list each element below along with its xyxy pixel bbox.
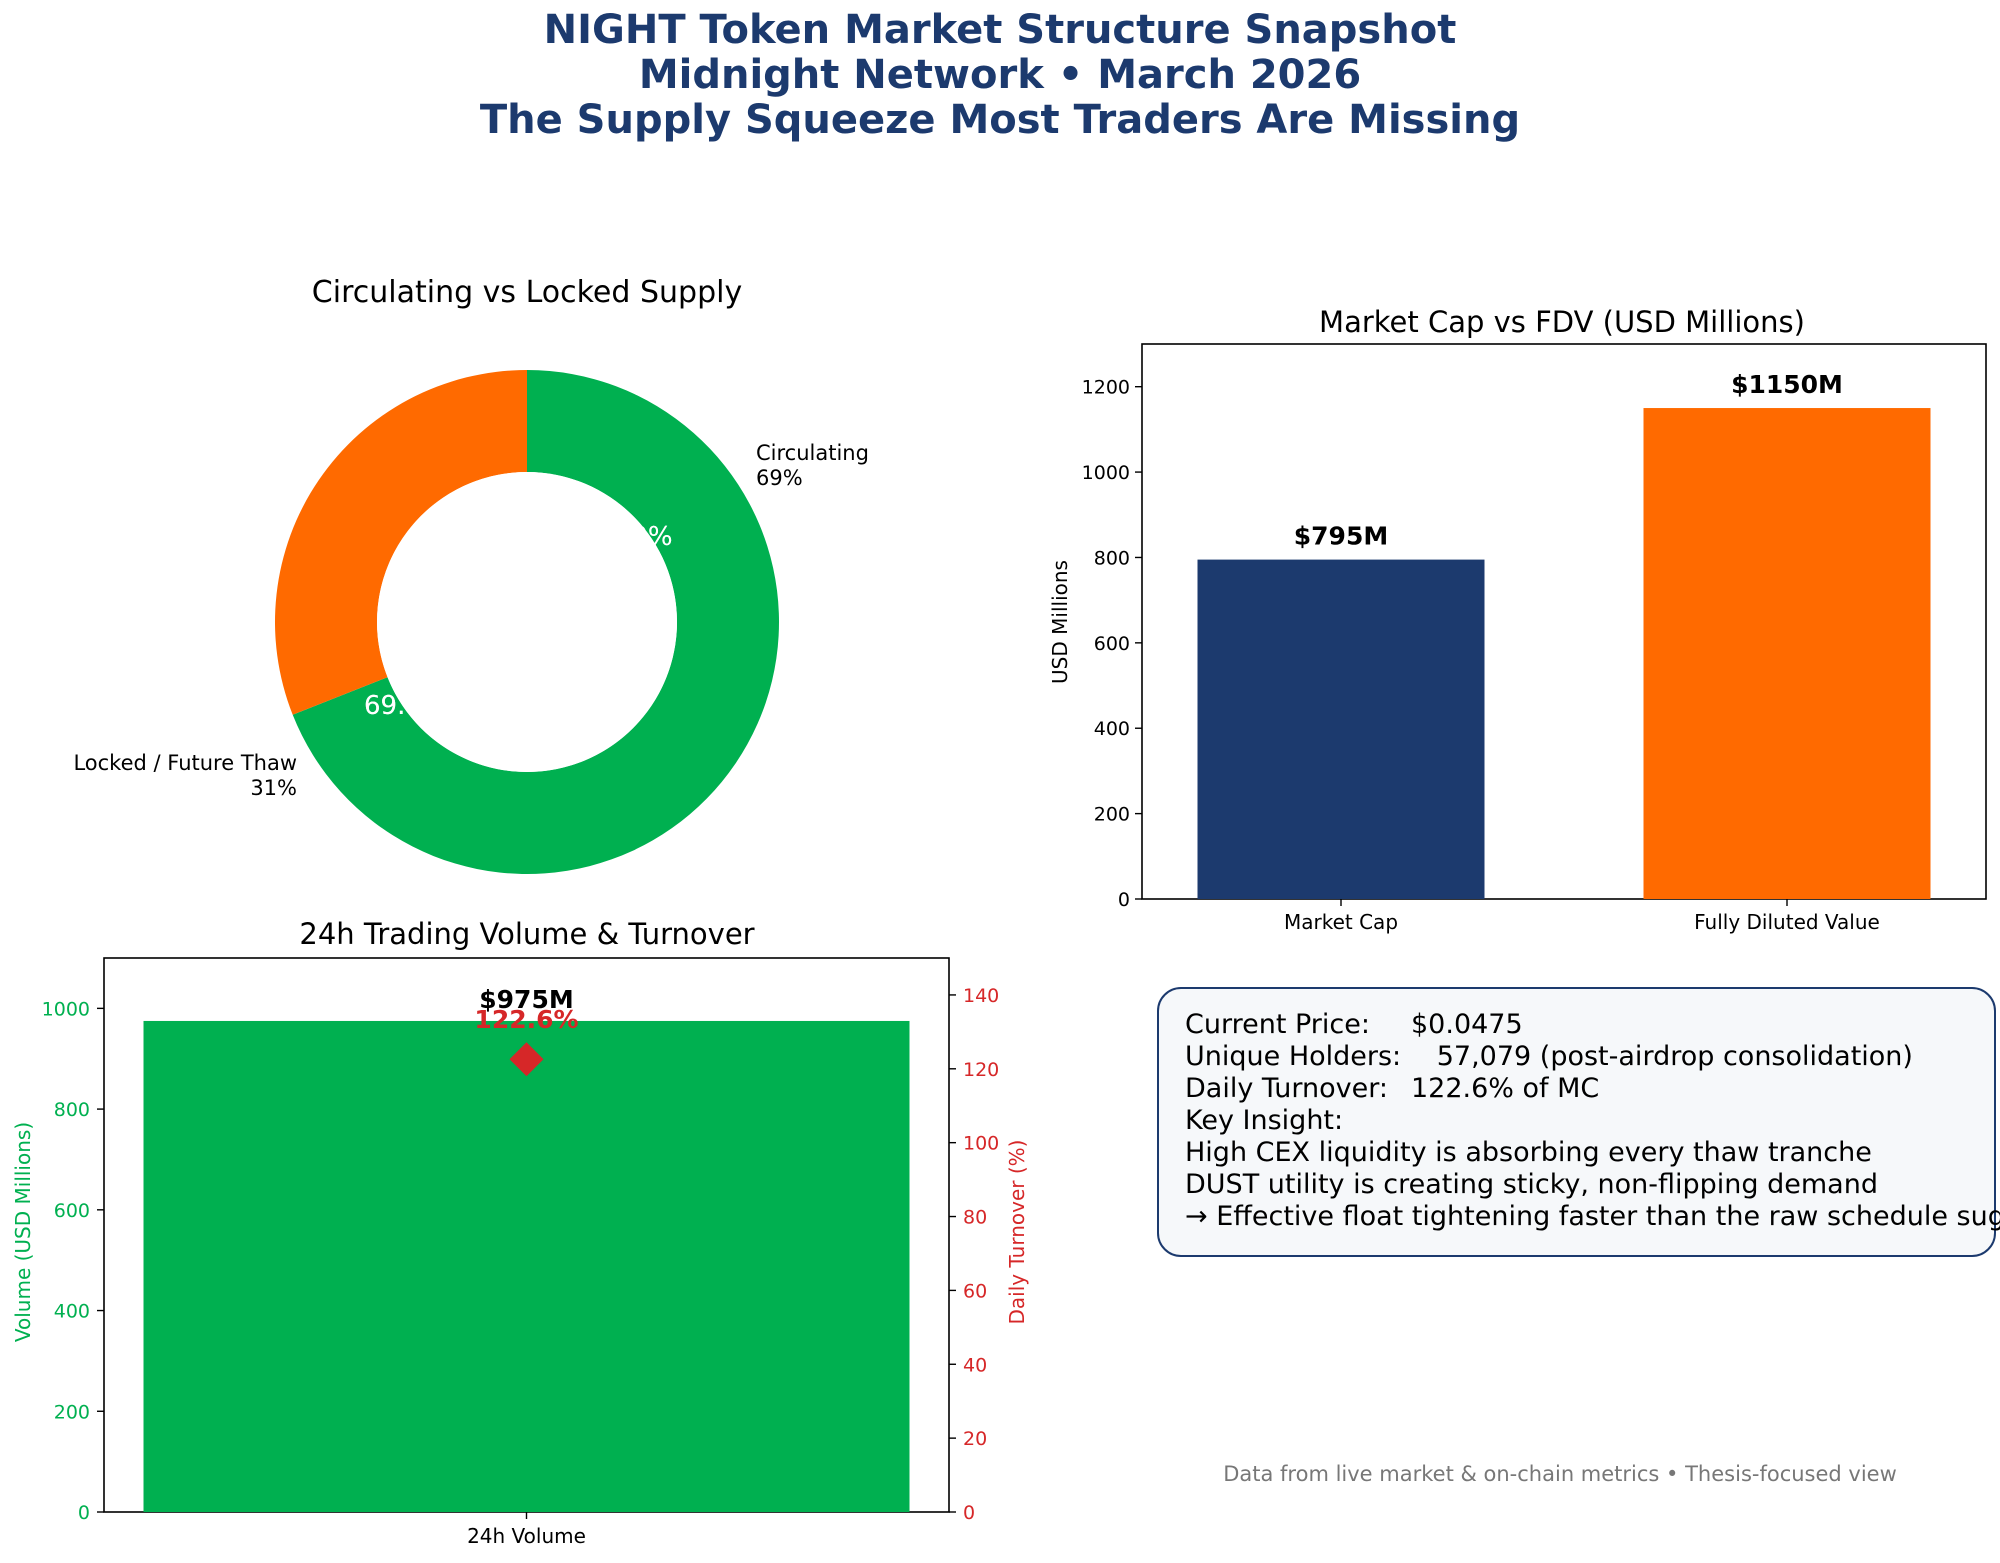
figure-title: NIGHT Token Market Structure Snapshot Mi… [0,8,2000,143]
turnover-y-tick-label: 40 [963,1354,987,1376]
bar-market-cap [1197,559,1485,899]
bar-label-24h-volume: $975M [479,985,573,1014]
donut-label-locked: Locked / Future Thaw [73,751,297,775]
donut-hole [377,472,677,772]
donut-label-circulating: Circulating [756,441,869,465]
title-line-1: NIGHT Token Market Structure Snapshot [543,7,1457,53]
info-key: Unique Holders: [1185,1041,1402,1072]
bar-label-fdv: $1150M [1731,370,1843,399]
mcap-x-tick-label-market-cap: Market Cap [1284,910,1398,934]
info-key: Current Price: [1185,1009,1370,1040]
volume-chart: 24h Trading Volume & Turnover Volume (US… [11,917,1029,1548]
turnover-y-axis-label: Daily Turnover (%) [1005,1140,1029,1325]
donut-slice-locked [274,370,527,715]
title-line-2: Midnight Network • March 2026 [638,52,1362,98]
turnover-y-tick-label: 60 [963,1280,987,1302]
turnover-y-tick-label: 100 [963,1133,999,1155]
mcap-y-tick-label: 1200 [1082,377,1130,399]
volume-y-tick-label: 800 [54,1099,90,1121]
insight-line-2: DUST utility is creating sticky, non-fli… [1185,1169,1878,1200]
volume-y-tick-label: 400 [54,1301,90,1323]
footer-note: Data from live market & on-chain metrics… [1223,1462,1897,1486]
mcap-y-tick-label: 1000 [1082,462,1130,484]
turnover-y-tick-label: 120 [963,1059,999,1081]
info-value: $0.0475 [1411,1009,1523,1040]
mcap-y-tick-label: 200 [1094,804,1130,826]
key-metrics-box: Current Price: $0.0475 Unique Holders: 57… [1157,987,2000,1257]
turnover-data-label: 122.6% [474,1005,578,1034]
turnover-y-tick-label: 140 [963,985,999,1007]
insight-header: Key Insight: [1185,1105,1344,1136]
mcap-y-axis-label: USD Millions [1048,560,1072,684]
turnover-diamond-marker [509,1042,544,1077]
info-value: 122.6% of MC [1411,1073,1600,1104]
donut-chart: Circulating vs Locked Supply Circulating… [73,275,869,875]
bar-fdv [1643,408,1931,899]
info-row-holders: Unique Holders: 57,079 (post-airdrop con… [1185,1041,1968,1073]
mcap-y-tick-label: 800 [1094,547,1130,569]
donut-pct-circulating: 69% [756,466,803,490]
bar-label-market-cap: $795M [1294,522,1388,551]
info-key: Daily Turnover: [1185,1073,1388,1104]
donut-pct-locked: 31% [250,776,297,800]
mcap-x-tick-label-fdv: Fully Diluted Value [1694,910,1880,934]
donut-slice-circulating [292,370,779,875]
volume-y-tick-label: 200 [54,1401,90,1423]
volume-y-tick-label: 1000 [42,998,90,1020]
info-value: 57,079 (post-airdrop consolidation) [1411,1041,1913,1072]
volume-x-tick-label: 24h Volume [467,1524,586,1548]
turnover-y-tick-label: 20 [963,1428,987,1450]
info-row-turnover: Daily Turnover: 122.6% of MC [1185,1073,1968,1105]
donut-title: Circulating vs Locked Supply [312,275,742,310]
insight-line-3: → Effective float tightening faster than… [1185,1201,2000,1232]
mcap-y-tick-label: 0 [1118,889,1130,911]
mcap-fdv-chart: Market Cap vs FDV (USD Millions) USD Mil… [1048,305,1987,934]
mcap-y-tick-label: 400 [1094,718,1130,740]
turnover-y-tick-label: 0 [963,1502,975,1524]
info-row-price: Current Price: $0.0475 [1185,1009,1968,1041]
insight-line-1: High CEX liquidity is absorbing every th… [1185,1137,1872,1168]
mcap-plot-frame [1141,343,1987,900]
bar-24h-volume [143,1020,910,1512]
volume-y-tick-label: 0 [78,1502,90,1524]
turnover-y-tick-label: 80 [963,1207,987,1229]
volume-y-axis-label: Volume (USD Millions) [11,1122,35,1342]
volume-title: 24h Trading Volume & Turnover [299,917,754,951]
mcap-title: Market Cap vs FDV (USD Millions) [1319,305,1805,339]
title-line-3: The Supply Squeeze Most Traders Are Miss… [479,97,1521,143]
volume-y-tick-label: 600 [54,1200,90,1222]
mcap-y-tick-label: 600 [1094,633,1130,655]
